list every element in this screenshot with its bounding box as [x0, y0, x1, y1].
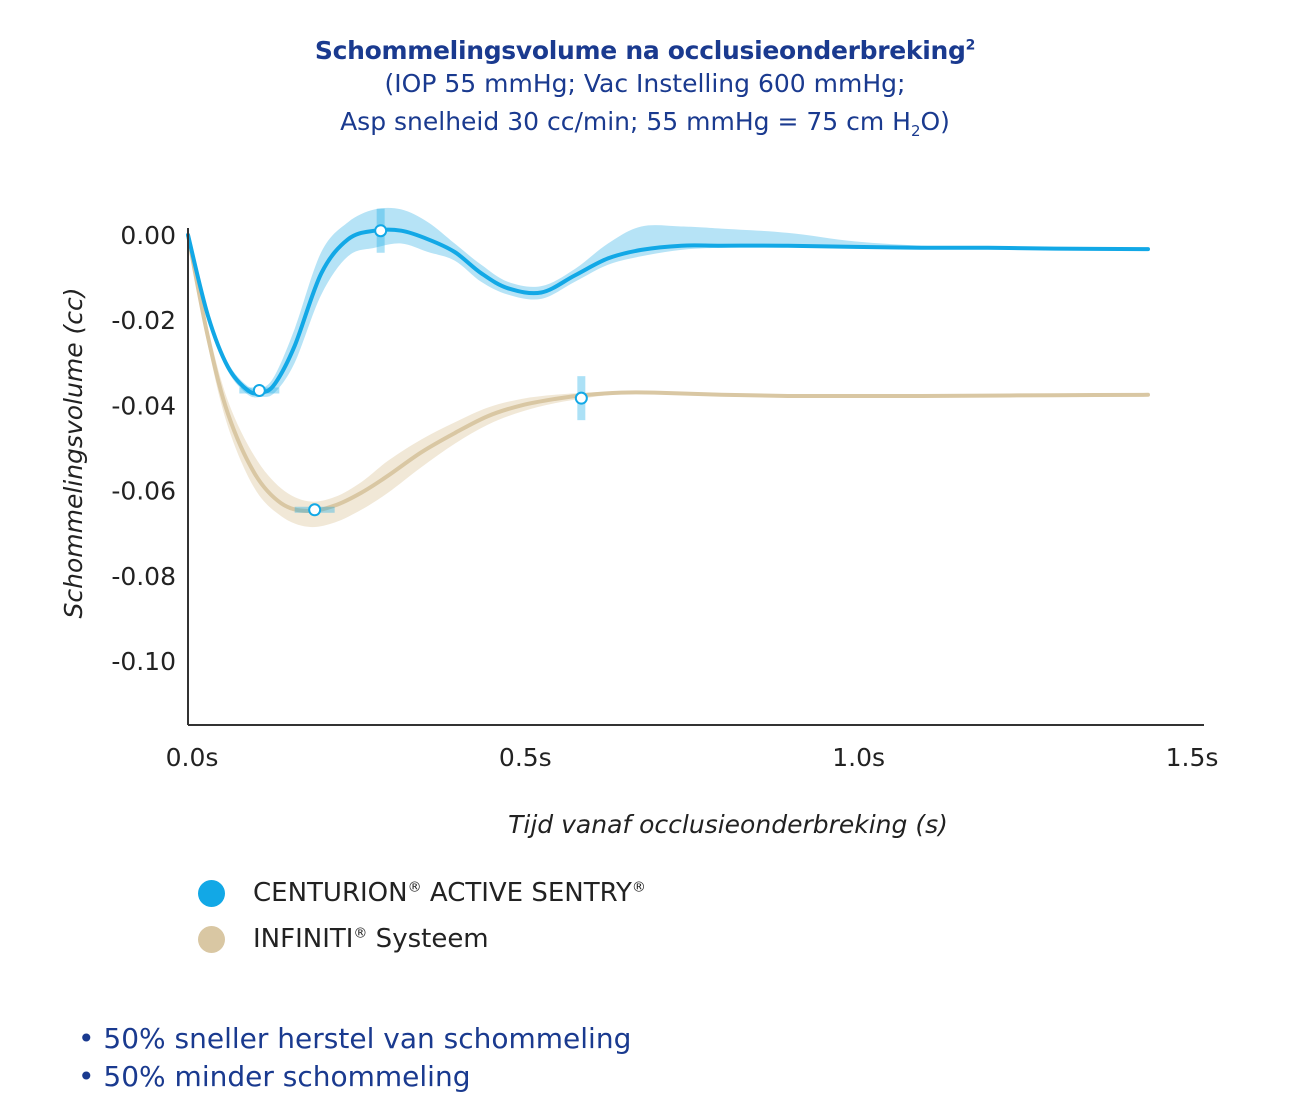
chart-subtitle-line1: (IOP 55 mmHg; Vac Instelling 600 mmHg; [384, 69, 906, 98]
y-tick-label: -0.10 [111, 647, 176, 676]
y-tick-label: -0.06 [111, 477, 176, 506]
legend-label-infiniti: INFINITI® Systeem [253, 924, 489, 954]
x-tick-label: 0.5s [499, 743, 552, 772]
y-tick-label: -0.08 [111, 562, 176, 591]
y-tick-label: -0.04 [111, 391, 176, 420]
chart-subtitle-line2: Asp snelheid 30 cc/min; 55 mmHg = 75 cm … [340, 107, 950, 140]
x-axis-title: Tijd vanaf occlusieonderbreking (s) [508, 810, 948, 839]
line-chart: 0.00 -0.02 -0.04 -0.06 -0.08 -0.10 0.0s 0.5s 1.0… [59, 207, 1219, 839]
marker-point-centurion [374, 224, 388, 238]
series-line-infiniti [186, 233, 1150, 514]
x-tick-label: 1.5s [1166, 743, 1219, 772]
legend-label-centurion: CENTURION® ACTIVE SENTRY® [253, 878, 646, 908]
y-axis-title: Schommelingsvolume (cc) [59, 287, 88, 618]
series-band-centurion [188, 207, 1148, 398]
x-tick-label: 0.0s [166, 743, 219, 772]
chart-title: Schommelingsvolume na occlusieonderbreki… [314, 36, 976, 65]
legend: CENTURION® ACTIVE SENTRY® INFINITI® Syst… [198, 870, 646, 962]
legend-swatch-infiniti [198, 925, 225, 953]
legend-item-centurion: CENTURION® ACTIVE SENTRY® [198, 870, 646, 916]
marker-point-infiniti [308, 503, 322, 517]
bullet-list: • 50% sneller herstel van schommeling • … [78, 1020, 631, 1096]
series-band-infiniti [188, 235, 1148, 528]
bullet-item-1: • 50% sneller herstel van schommeling [78, 1022, 632, 1055]
legend-item-infiniti: INFINITI® Systeem [198, 916, 646, 962]
chart-title-block: Schommelingsvolume na occlusieonderbreki… [0, 36, 1290, 150]
marker-point-centurion [574, 391, 588, 405]
series-line-centurion [186, 227, 1150, 396]
y-tick-label: 0.00 [120, 221, 176, 250]
bullet-item-2: • 50% minder schommeling [78, 1060, 471, 1093]
marker-point-centurion [252, 383, 266, 397]
legend-swatch-centurion [198, 879, 225, 907]
x-tick-label: 1.0s [832, 743, 885, 772]
y-tick-label: -0.02 [111, 306, 176, 335]
